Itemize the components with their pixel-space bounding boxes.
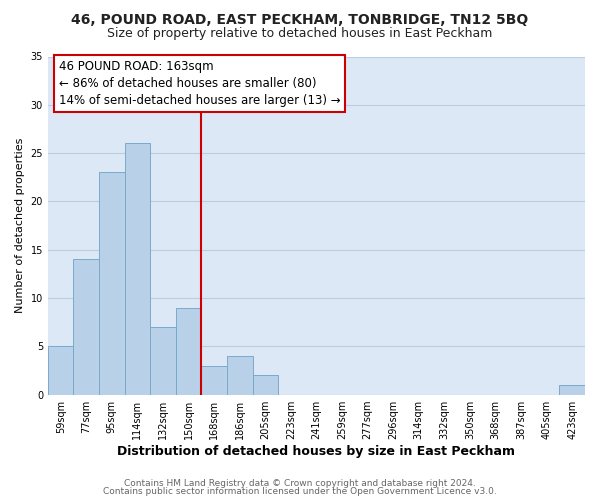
Text: 46, POUND ROAD, EAST PECKHAM, TONBRIDGE, TN12 5BQ: 46, POUND ROAD, EAST PECKHAM, TONBRIDGE,… (71, 12, 529, 26)
Bar (73, 260, 99, 394)
Y-axis label: Number of detached properties: Number of detached properties (15, 138, 25, 313)
Text: Contains HM Land Registry data © Crown copyright and database right 2024.: Contains HM Land Registry data © Crown c… (124, 478, 476, 488)
Text: Contains public sector information licensed under the Open Government Licence v3: Contains public sector information licen… (103, 487, 497, 496)
Bar (125, 144, 150, 394)
Text: 46 POUND ROAD: 163sqm
← 86% of detached houses are smaller (80)
14% of semi-deta: 46 POUND ROAD: 163sqm ← 86% of detached … (59, 60, 340, 107)
Bar (253, 376, 278, 394)
Bar (227, 356, 253, 395)
Bar (559, 385, 585, 394)
Bar (99, 172, 125, 394)
Bar (48, 346, 73, 395)
Bar (150, 327, 176, 394)
Bar (202, 366, 227, 394)
Bar (176, 308, 202, 394)
X-axis label: Distribution of detached houses by size in East Peckham: Distribution of detached houses by size … (118, 444, 515, 458)
Text: Size of property relative to detached houses in East Peckham: Size of property relative to detached ho… (107, 28, 493, 40)
